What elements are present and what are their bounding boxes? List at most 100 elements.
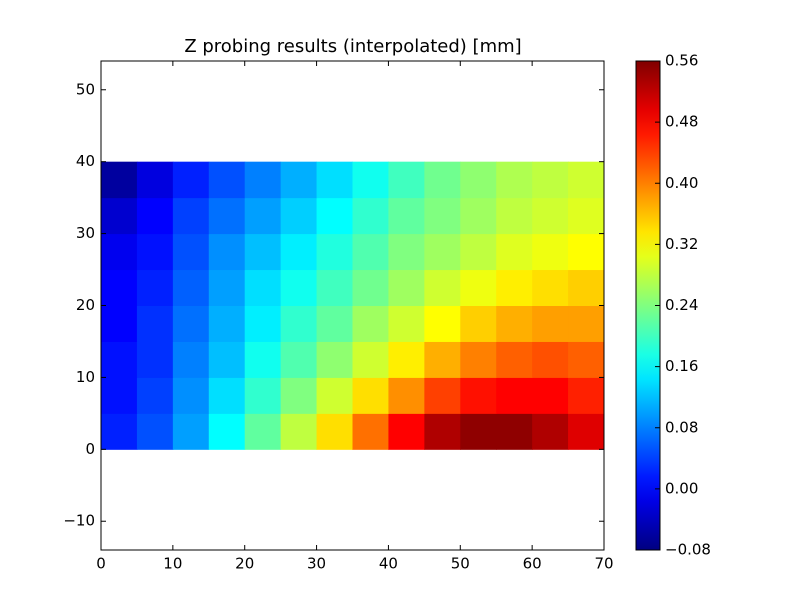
heat-cell [316, 233, 353, 271]
heat-cell [208, 269, 246, 306]
heat-cell [388, 269, 425, 306]
heat-cell [568, 197, 605, 235]
heat-cell [208, 305, 246, 342]
x-tick-label: 20 [235, 555, 254, 573]
heat-cell [101, 161, 138, 199]
heat-cell [424, 305, 461, 342]
heat-cell [460, 305, 497, 342]
heat-cell [532, 413, 569, 450]
y-tick-label: 10 [76, 368, 95, 386]
x-tick-label: 60 [523, 555, 542, 573]
heat-cell [496, 161, 533, 199]
heat-cell [424, 377, 461, 414]
heat-cell [208, 197, 246, 235]
heat-cell [172, 233, 210, 271]
colorbar-tick-label: 0.08 [665, 418, 698, 436]
heat-cell [352, 269, 389, 306]
heat-cell [388, 377, 425, 414]
heat-cell [496, 413, 533, 450]
x-tick-label: 30 [307, 555, 326, 573]
x-tick-label: 70 [594, 555, 613, 573]
heat-cell [280, 269, 318, 306]
heat-cell [424, 269, 461, 306]
heat-cell [496, 341, 533, 378]
heat-cell [388, 233, 425, 271]
x-tick-label: 10 [163, 555, 182, 573]
heat-cell [460, 161, 497, 199]
heat-cell [388, 161, 425, 199]
heat-cell [101, 305, 138, 342]
heat-cell [460, 377, 497, 414]
heat-cell [388, 341, 425, 378]
heat-cell [101, 197, 138, 235]
heat-cell [352, 413, 389, 450]
heat-cell [280, 305, 318, 342]
heat-cell [280, 341, 318, 378]
heat-cell [352, 305, 389, 342]
y-tick-label: 50 [76, 80, 95, 98]
colorbar-tick-label: 0.56 [665, 52, 698, 70]
colorbar-tick-label: 0.48 [665, 113, 698, 131]
heat-cell [136, 197, 174, 235]
heat-cell [101, 341, 138, 378]
heat-cell [496, 269, 533, 306]
heat-cell [101, 377, 138, 414]
colorbar-tick-label: 0.40 [665, 174, 698, 192]
heat-cell [136, 161, 174, 199]
heat-cell [101, 269, 138, 306]
heat-cell [496, 197, 533, 235]
heat-cell [136, 341, 174, 378]
heat-cell [532, 233, 569, 271]
heat-cell [208, 413, 246, 450]
heat-cell [172, 413, 210, 450]
heat-cell [496, 305, 533, 342]
heat-cell [532, 305, 569, 342]
heat-cell [280, 161, 318, 199]
heat-cell [172, 377, 210, 414]
heat-cell [208, 233, 246, 271]
heat-cell [136, 377, 174, 414]
heat-cell [244, 161, 282, 199]
heat-cell [352, 341, 389, 378]
heat-cell [172, 269, 210, 306]
heat-cell [388, 305, 425, 342]
heat-cell [316, 269, 353, 306]
heat-cell [568, 341, 605, 378]
colorbar-tick-label: 0.24 [665, 296, 698, 314]
heat-cell [316, 305, 353, 342]
y-tick-label: 30 [76, 224, 95, 242]
heat-cell [388, 197, 425, 235]
heat-cell [388, 413, 425, 450]
y-tick-label: 20 [76, 296, 95, 314]
heat-cell [568, 377, 605, 414]
heat-cell [244, 233, 282, 271]
heat-cell [496, 233, 533, 271]
y-tick-label: 40 [76, 152, 95, 170]
heat-cell [136, 305, 174, 342]
heat-cell [172, 341, 210, 378]
x-tick-label: 0 [96, 555, 106, 573]
heat-cell [424, 197, 461, 235]
heat-cell [244, 269, 282, 306]
heat-cell [136, 269, 174, 306]
heat-cell [244, 305, 282, 342]
heat-cell [424, 413, 461, 450]
heat-cell [352, 197, 389, 235]
heat-cell [316, 161, 353, 199]
heat-cell [316, 341, 353, 378]
heat-cell [568, 161, 605, 199]
heat-cell [101, 413, 138, 450]
colorbar-tick-label: −0.08 [665, 541, 711, 559]
heat-cell [208, 377, 246, 414]
heat-cell [280, 377, 318, 414]
heat-cell [532, 269, 569, 306]
heat-cell [208, 341, 246, 378]
x-tick-label: 50 [451, 555, 470, 573]
heat-cell [568, 413, 605, 450]
heat-cell [460, 197, 497, 235]
heat-cell [244, 377, 282, 414]
y-tick-label: 0 [85, 440, 95, 458]
heat-cell [460, 413, 497, 450]
heat-cell [532, 197, 569, 235]
